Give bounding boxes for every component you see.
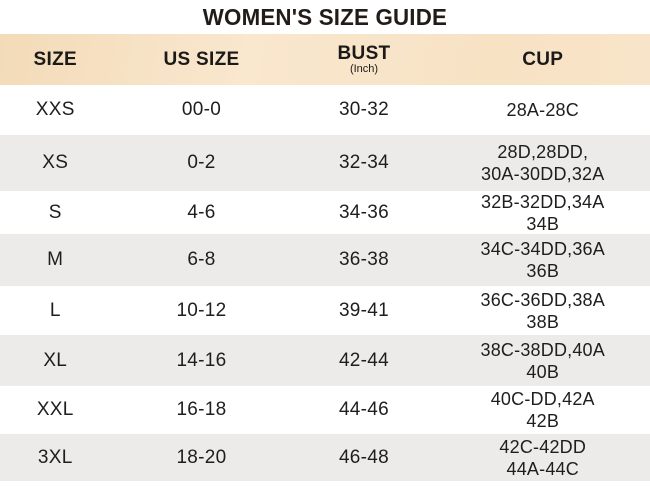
table-row: XL 14-16 42-44 38C-38DD,40A 40B [0,335,650,386]
title-bar: WOMEN'S SIZE GUIDE [0,0,650,34]
table-row: L 10-12 39-41 36C-36DD,38A 38B [0,286,650,335]
us-size-value: 6-8 [187,249,216,270]
bust-value: 32-34 [338,152,390,173]
us-size-value: 4-6 [187,201,216,223]
size-value: S [48,201,62,223]
table-header-row: SIZE US SIZE BUST (Inch) CUP [0,34,650,85]
cup-value: 42C-42DD 44A-44C [499,436,587,479]
us-size-value: 18-20 [176,446,227,468]
bust-value: 36-38 [338,249,390,270]
table-row: XXS 00-0 30-32 28A-28C [0,85,650,135]
size-value: M [47,249,64,270]
table-row: 3XL 18-20 46-48 42C-42DD 44A-44C [0,434,650,481]
cup-value: 28D,28DD, 30A-30DD,32A [481,142,605,184]
column-header-cup: CUP [522,48,564,70]
bust-value: 39-41 [338,299,390,321]
us-size-value: 10-12 [176,299,227,321]
cup-value: 40C-DD,42A 42B [490,389,595,431]
table-row: M 6-8 36-38 34C-34DD,36A 36B [0,234,650,286]
bust-value: 46-48 [338,446,390,468]
size-value: XL [43,349,68,371]
bust-value: 42-44 [338,349,390,371]
cup-value: 34C-34DD,36A 36B [480,239,605,281]
column-header-size: SIZE [33,48,77,70]
size-value: 3XL [37,446,73,468]
us-size-value: 0-2 [187,152,216,173]
table-row: S 4-6 34-36 32B-32DD,34A 34B [0,191,650,234]
size-value: XXS [35,99,75,120]
table-body: XXS 00-0 30-32 28A-28C XS 0-2 32-34 28D,… [0,85,650,481]
size-value: L [49,299,61,321]
cup-value: 38C-38DD,40A 40B [480,339,605,382]
size-value: XXL [36,399,74,420]
size-value: XS [42,152,69,173]
cup-value: 28A-28C [506,100,579,120]
table-row: XXL 16-18 44-46 40C-DD,42A 42B [0,386,650,434]
us-size-value: 16-18 [176,399,227,420]
column-header-us-size: US SIZE [163,48,240,70]
bust-value: 30-32 [338,99,390,120]
bust-value: 34-36 [338,201,390,223]
column-header-bust: BUST (Inch) [293,42,436,75]
us-size-value: 14-16 [176,349,227,371]
column-header-bust-label: BUST [337,42,391,64]
cup-value: 36C-36DD,38A 38B [480,289,605,332]
page-title: WOMEN'S SIZE GUIDE [202,3,448,30]
cup-value: 32B-32DD,34A 34B [481,191,605,234]
table-row: XS 0-2 32-34 28D,28DD, 30A-30DD,32A [0,135,650,191]
us-size-value: 00-0 [181,99,222,120]
bust-value: 44-46 [338,399,390,420]
column-header-bust-unit: (Inch) [349,62,379,75]
